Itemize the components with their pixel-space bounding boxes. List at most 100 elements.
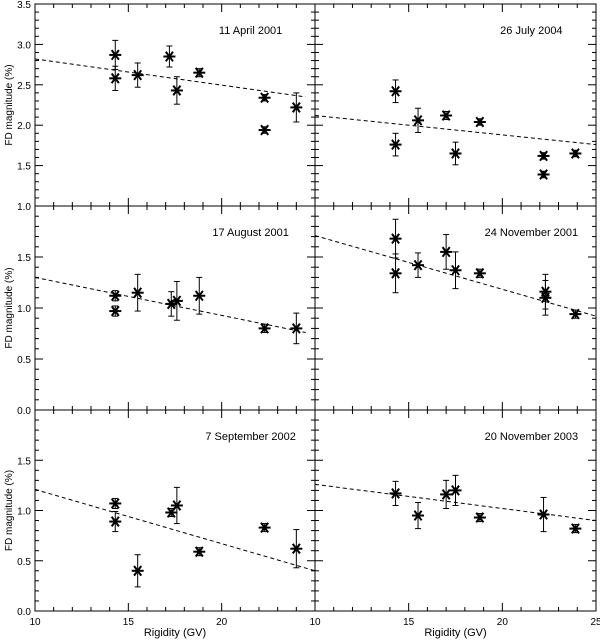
star-marker bbox=[290, 102, 303, 113]
data-point bbox=[109, 65, 122, 91]
data-point bbox=[449, 141, 462, 166]
data-point bbox=[109, 39, 122, 70]
y-tick-label: 2.5 bbox=[17, 81, 31, 92]
star-marker bbox=[412, 510, 425, 521]
data-point bbox=[258, 323, 271, 334]
star-marker bbox=[193, 290, 206, 302]
data-point bbox=[258, 522, 271, 533]
x-tick-label: 20 bbox=[216, 617, 228, 628]
data-point bbox=[569, 523, 582, 534]
star-marker bbox=[109, 498, 122, 509]
data-point bbox=[389, 253, 402, 294]
star-marker bbox=[569, 523, 582, 534]
star-marker bbox=[389, 233, 402, 245]
star-marker bbox=[389, 267, 402, 279]
data-point bbox=[389, 218, 402, 259]
data-point bbox=[170, 76, 183, 105]
data-point bbox=[109, 305, 122, 317]
data-point bbox=[440, 234, 453, 270]
star-marker bbox=[193, 67, 206, 79]
star-marker bbox=[389, 488, 402, 499]
y-tick-label: 3.5 bbox=[17, 0, 31, 11]
data-point bbox=[389, 132, 402, 157]
data-point bbox=[109, 497, 122, 509]
panel-5: 0.0 0.5 1.0 1.5 10 15 20 7 September 2002 FD mag… bbox=[4, 409, 316, 639]
y-tick-label: 0.0 bbox=[17, 406, 31, 417]
x-tick-label: 15 bbox=[123, 617, 135, 628]
data-point bbox=[258, 92, 271, 104]
data-point bbox=[412, 107, 425, 133]
data-point bbox=[258, 124, 271, 136]
y-tick-label: 1.5 bbox=[17, 456, 31, 467]
star-marker bbox=[109, 49, 122, 61]
panel-title: 20 November 2003 bbox=[485, 431, 579, 443]
y-tick-label: 1.0 bbox=[17, 304, 31, 315]
y-tick-label: 1.5 bbox=[17, 162, 31, 173]
star-marker bbox=[449, 148, 462, 159]
data-point bbox=[170, 486, 183, 525]
star-marker bbox=[389, 85, 402, 97]
star-marker bbox=[473, 116, 486, 128]
data-point bbox=[537, 169, 550, 180]
y-axis-label: FD magnitude (%) bbox=[4, 64, 15, 145]
data-point bbox=[163, 45, 176, 68]
star-marker bbox=[258, 92, 271, 104]
data-point bbox=[109, 290, 122, 302]
star-marker bbox=[131, 69, 144, 81]
star-marker bbox=[473, 267, 486, 279]
data-point bbox=[537, 496, 550, 533]
data-point bbox=[290, 312, 303, 345]
y-tick-label: 0.5 bbox=[17, 557, 31, 568]
data-point bbox=[389, 480, 402, 506]
star-marker bbox=[440, 110, 453, 121]
y-tick-label: 0.5 bbox=[17, 355, 31, 366]
star-marker bbox=[440, 246, 453, 258]
data-point bbox=[440, 479, 453, 509]
data-point bbox=[193, 276, 206, 315]
star-marker bbox=[170, 500, 183, 511]
data-point bbox=[170, 280, 183, 321]
y-tick-label: 3.0 bbox=[17, 40, 31, 51]
star-marker bbox=[440, 489, 453, 500]
star-marker bbox=[539, 292, 552, 304]
y-axis-label: FD magnitude (%) bbox=[4, 470, 15, 551]
star-marker bbox=[290, 323, 303, 334]
star-marker bbox=[412, 114, 425, 126]
star-marker bbox=[449, 485, 462, 496]
panel-2: 26 July 2004 bbox=[314, 3, 597, 207]
panel-6: 10 15 20 25 20 November 2003 Rigidity (GV) bbox=[309, 409, 600, 639]
data-point bbox=[131, 62, 144, 88]
y-tick-label: 0.0 bbox=[17, 607, 31, 618]
data-point bbox=[412, 501, 425, 530]
star-marker bbox=[131, 565, 144, 577]
x-tick-label: 15 bbox=[403, 617, 415, 628]
star-marker bbox=[537, 150, 550, 162]
data-point bbox=[449, 474, 462, 506]
data-point bbox=[165, 507, 178, 518]
data-point bbox=[473, 116, 486, 128]
data-point bbox=[290, 92, 303, 123]
x-axis-label: Rigidity (GV) bbox=[144, 627, 206, 639]
x-tick-label: 10 bbox=[29, 617, 41, 628]
y-axis-label: FD magnitude (%) bbox=[4, 267, 15, 348]
x-axis-label: Rigidity (GV) bbox=[424, 627, 486, 639]
star-marker bbox=[131, 287, 144, 299]
data-point bbox=[539, 279, 552, 316]
fit-line bbox=[34, 58, 306, 98]
star-marker bbox=[569, 148, 582, 159]
star-marker bbox=[449, 264, 462, 276]
star-marker bbox=[258, 522, 271, 533]
panel-title: 26 July 2004 bbox=[500, 25, 562, 37]
star-marker bbox=[290, 543, 303, 555]
data-point bbox=[131, 273, 144, 312]
panel-title: 11 April 2001 bbox=[219, 25, 282, 37]
panel-title: 17 August 2001 bbox=[212, 227, 288, 239]
data-point bbox=[440, 110, 453, 121]
star-marker bbox=[537, 509, 550, 520]
panel-title: 24 November 2001 bbox=[485, 227, 579, 239]
data-point bbox=[389, 79, 402, 104]
star-marker bbox=[389, 139, 402, 150]
data-point bbox=[412, 252, 425, 278]
y-tick-label: 1.0 bbox=[17, 507, 31, 518]
